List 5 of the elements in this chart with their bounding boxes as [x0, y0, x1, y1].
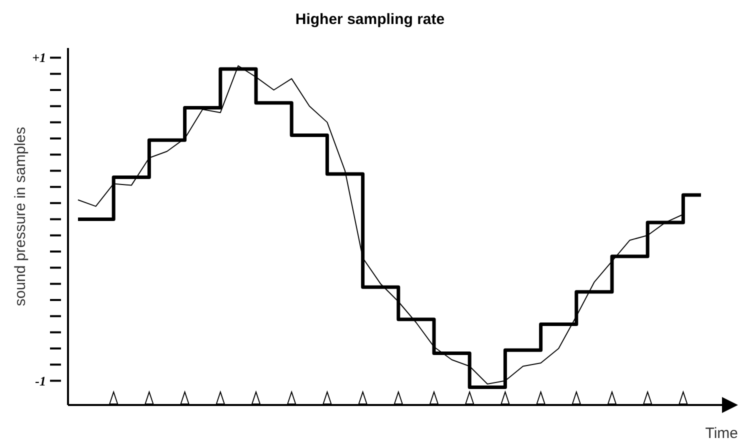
- chart-title: Higher sampling rate: [295, 11, 445, 28]
- y-tick-label: -1: [35, 373, 46, 388]
- x-axis-title: Time: [705, 425, 738, 442]
- y-axis-title: sound pressure in samples: [12, 126, 29, 306]
- y-tick-label: +1: [32, 50, 46, 66]
